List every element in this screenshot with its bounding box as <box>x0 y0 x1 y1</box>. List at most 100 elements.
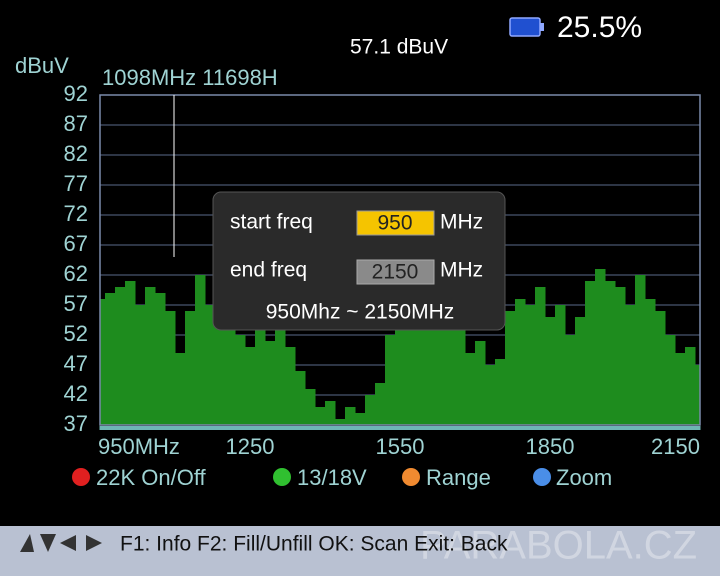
spectrum-bar <box>125 281 136 425</box>
spectrum-bar <box>345 407 356 425</box>
y-tick-label: 67 <box>64 231 88 256</box>
spectrum-bar <box>455 329 466 425</box>
spectrum-bar <box>375 383 386 425</box>
spectrum-bar <box>385 335 396 425</box>
spectrum-bar <box>435 299 446 425</box>
y-tick-label: 37 <box>64 411 88 436</box>
spectrum-bar <box>685 347 696 425</box>
spectrum-bar <box>485 365 496 425</box>
spectrum-bar <box>545 317 556 425</box>
spectrum-bar <box>185 311 196 425</box>
spectrum-bar <box>585 281 596 425</box>
spectrum-bar <box>255 317 266 425</box>
spectrum-bar <box>265 341 276 425</box>
footer: PARABOLA.CZ F1: Info F2: Fill/Unfill OK:… <box>0 524 720 576</box>
spectrum-bar <box>615 287 626 425</box>
spectrum-bar <box>425 311 436 425</box>
spectrum-bar <box>495 359 506 425</box>
x-tick-label: 950MHz <box>98 434 180 459</box>
nav-arrows <box>20 534 102 552</box>
footer-bar <box>0 526 720 576</box>
spectrum-bar <box>175 353 186 425</box>
spectrum-bar <box>645 299 656 425</box>
button-label[interactable]: Zoom <box>556 465 612 490</box>
spectrum-bar <box>335 419 346 425</box>
end-unit: MHz <box>440 259 483 282</box>
spectrum-bar <box>135 305 146 425</box>
spectrum-bar <box>695 365 701 425</box>
y-tick-label: 57 <box>64 291 88 316</box>
spectrum-bar <box>535 287 546 425</box>
spectrum-bar <box>100 299 106 425</box>
spectrum-bar <box>515 299 526 425</box>
watermark: PARABOLA.CZ <box>420 524 697 568</box>
spectrum-bar <box>555 305 566 425</box>
spectrum-bar <box>525 305 536 425</box>
y-tick-label: 62 <box>64 261 88 286</box>
spectrum-bar <box>145 287 156 425</box>
range-text: 950Mhz ~ 2150MHz <box>266 301 455 324</box>
spectrum-bar <box>675 353 686 425</box>
x-tick-label: 1850 <box>526 434 575 459</box>
spectrum-bar <box>655 311 666 425</box>
start-input[interactable] <box>356 210 435 236</box>
button-label[interactable]: Range <box>426 465 491 490</box>
y-tick-label: 87 <box>64 111 88 136</box>
spectrum-bar <box>605 281 616 425</box>
spectrum-bar <box>475 341 486 425</box>
spectrum-bar <box>245 347 256 425</box>
spectrum-bar <box>575 317 586 425</box>
y-tick-label: 72 <box>64 201 88 226</box>
y-tick-label: 92 <box>64 81 88 106</box>
help-text: F1: Info F2: Fill/Unfill OK: Scan Exit: … <box>120 533 508 556</box>
x-tick-label: 2150 <box>651 434 700 459</box>
spectrum-bar <box>105 293 116 425</box>
spectrum-bar <box>635 275 646 425</box>
spectrum-bar <box>315 407 326 425</box>
y-tick-label: 42 <box>64 381 88 406</box>
spectrum-bar <box>395 317 406 425</box>
start-unit: MHz <box>440 211 483 234</box>
end-label: end freq <box>230 259 307 282</box>
button-label[interactable]: 13/18V <box>297 465 367 490</box>
spectrum-bar <box>115 287 126 425</box>
start-label: start freq <box>230 211 313 234</box>
marker-label: 1098MHz 11698H <box>102 65 278 90</box>
spectrum-bar <box>195 275 206 425</box>
spectrum-bar <box>415 299 426 425</box>
blue-dot <box>533 468 551 486</box>
spectrum-bar <box>445 317 456 425</box>
y-tick-label: 77 <box>64 171 88 196</box>
spectrum-bar <box>665 335 676 425</box>
orange-dot <box>402 468 420 486</box>
spectrum-bar <box>595 269 606 425</box>
dialog: start freq 950 MHz end freq 2150 MHz 950… <box>212 191 506 331</box>
spectrum-bar <box>625 305 636 425</box>
battery-icon <box>509 17 544 37</box>
y-tick-label: 47 <box>64 351 88 376</box>
spectrum-bar <box>365 395 376 425</box>
spectrum-bar <box>465 353 476 425</box>
start-value[interactable]: 950 <box>377 212 412 235</box>
spectrum-bar <box>205 305 216 425</box>
color-buttons: 22K On/Off 13/18V Range Zoom <box>72 465 612 490</box>
red-dot <box>72 468 90 486</box>
spectrum-bar <box>505 311 516 425</box>
x-tick-label: 1550 <box>376 434 425 459</box>
end-value[interactable]: 2150 <box>372 261 419 284</box>
signal-reading: 57.1 dBuV <box>350 36 448 59</box>
spectrum-bar <box>295 371 306 425</box>
button-label[interactable]: 22K On/Off <box>96 465 207 490</box>
end-input[interactable] <box>356 259 435 285</box>
spectrum-bar <box>235 335 246 425</box>
spectrum-bar <box>285 347 296 425</box>
x-tick-label: 1250 <box>226 434 275 459</box>
battery-level: 25.5% <box>557 11 642 44</box>
spectrum-bar <box>155 293 166 425</box>
y-axis-label: dBuV <box>15 53 69 78</box>
spectrum-bar <box>225 329 236 425</box>
spectrum-bar <box>355 413 366 425</box>
spectrum-bar <box>305 389 316 425</box>
